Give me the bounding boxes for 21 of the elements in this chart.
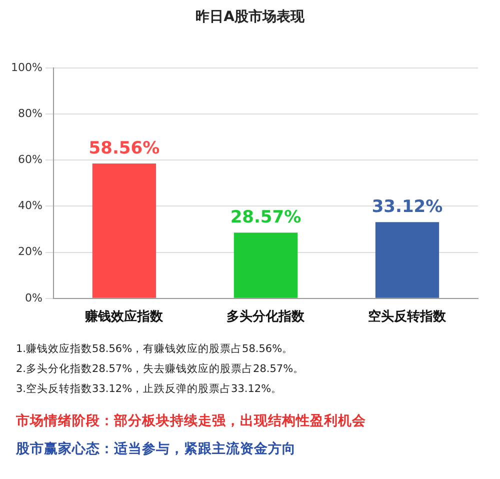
y-tick-label: 80% xyxy=(18,106,42,120)
y-tick-label: 0% xyxy=(24,291,42,304)
y-tick-label: 40% xyxy=(18,199,42,212)
x-tick-label: 空头反转指数 xyxy=(368,308,448,325)
y-tick-label: 100% xyxy=(10,60,42,74)
y-tick-label: 60% xyxy=(18,153,42,166)
data-label: 33.12% xyxy=(372,197,443,218)
text: 股市赢家心态：适当参与，紧跟主流资金方向 xyxy=(16,440,297,458)
bar xyxy=(92,163,156,298)
data-label: 58.56% xyxy=(88,138,160,158)
x-tick-label: 赚钱效应指数 xyxy=(84,308,164,325)
text: 市场情绪阶段：部分板块持续走强，出现结构性盈利机会 xyxy=(16,412,367,430)
y-tick-label: 20% xyxy=(18,245,42,258)
data-label: 28.57% xyxy=(230,207,302,228)
x-tick-label: 多头分化指数 xyxy=(226,310,306,325)
text: 1.赚钱效应指数58.56%，有赚钱效应的股票占58.56%。 xyxy=(16,342,294,356)
bar xyxy=(375,222,440,298)
text: 2.多头分化指数28.57%，失去赚钱效应的股票占28.57%。 xyxy=(16,362,306,376)
chart-title: 昨日A股市场表现 xyxy=(194,8,306,26)
bar xyxy=(234,232,298,298)
text: 3.空头反转指数33.12%，止跌反弹的股票占33.12%。 xyxy=(16,382,284,396)
